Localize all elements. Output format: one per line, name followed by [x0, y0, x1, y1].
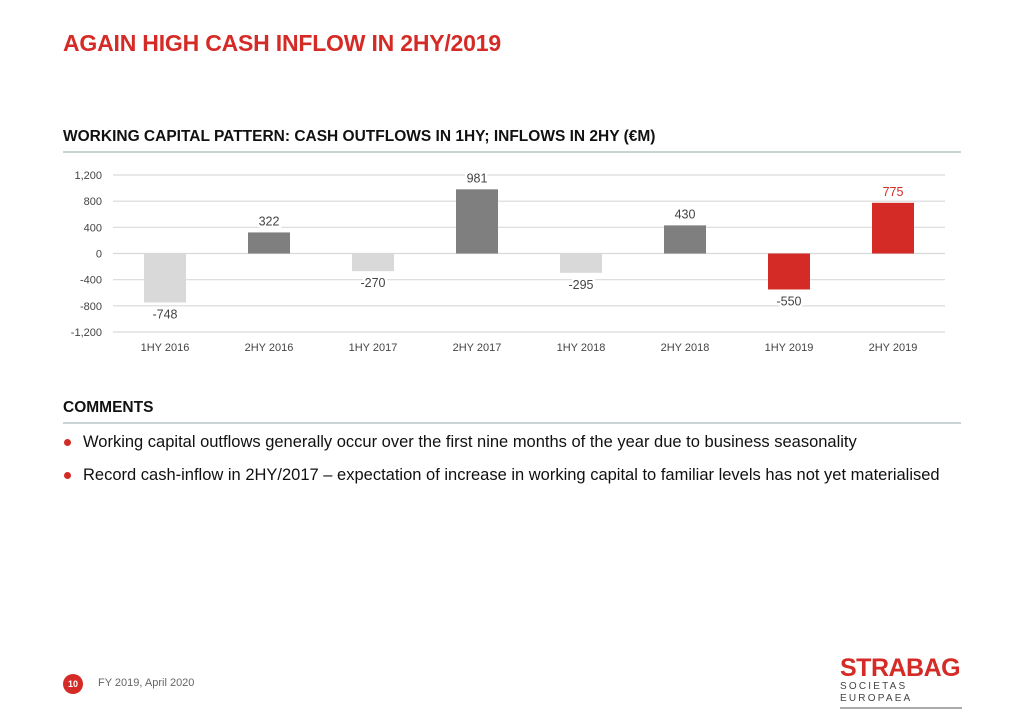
- data-label: -748: [152, 307, 177, 321]
- bar: [248, 232, 290, 254]
- y-tick-label: 400: [84, 222, 102, 234]
- data-label: -270: [360, 276, 385, 290]
- comments-list: Working capital outflows generally occur…: [63, 432, 963, 498]
- footer-text: FY 2019, April 2020: [98, 677, 195, 689]
- logo-subtitle: SOCIETAS EUROPAEA: [840, 681, 913, 704]
- y-tick-label: -800: [80, 301, 102, 313]
- x-tick-label: 1HY 2019: [765, 342, 814, 354]
- y-tick-label: -400: [80, 275, 102, 287]
- page-title: AGAIN HIGH CASH INFLOW IN 2HY/2019: [63, 30, 501, 56]
- working-capital-bar-chart: 1,200 800 400 0 -400 -800 -1,200 -748 322 -270 98…: [71, 169, 945, 354]
- chart-heading-divider: [63, 151, 961, 153]
- strabag-logo: STRABAG SOCIETAS EUROPAEA: [840, 655, 965, 709]
- y-tick-label: 1,200: [74, 170, 102, 182]
- bar: [144, 253, 186, 303]
- y-axis-ticks: 1,200 800 400 0 -400 -800 -1,200: [71, 170, 102, 339]
- y-tick-label: 0: [96, 249, 102, 261]
- x-tick-label: 2HY 2017: [453, 342, 502, 354]
- chart-heading: WORKING CAPITAL PATTERN: CASH OUTFLOWS I…: [63, 128, 656, 145]
- y-tick-label: -1,200: [71, 327, 102, 339]
- x-tick-label: 2HY 2018: [661, 342, 710, 354]
- bar: [664, 225, 706, 254]
- bar: [872, 202, 914, 254]
- x-tick-label: 1HY 2018: [557, 342, 606, 354]
- data-label: -550: [776, 294, 801, 308]
- grid-lines: [113, 174, 945, 333]
- comment-item: Working capital outflows generally occur…: [63, 432, 963, 453]
- data-label: 430: [675, 207, 696, 221]
- data-labels: -748 322 -270 981 -295 430 -550 775: [150, 169, 906, 324]
- x-tick-label: 1HY 2017: [349, 342, 398, 354]
- bar: [352, 253, 394, 272]
- data-label: 775: [883, 185, 904, 199]
- bar: [456, 189, 498, 254]
- bar: [560, 253, 602, 273]
- y-tick-label: 800: [84, 196, 102, 208]
- data-label: -295: [568, 278, 593, 292]
- bars: [144, 189, 914, 303]
- data-label: 322: [259, 214, 280, 228]
- comment-text: Working capital outflows generally occur…: [83, 433, 857, 451]
- x-axis-ticks: 1HY 2016 2HY 2016 1HY 2017 2HY 2017 1HY 2018…: [141, 342, 918, 354]
- x-tick-label: 1HY 2016: [141, 342, 190, 354]
- data-label: 981: [467, 171, 488, 185]
- x-tick-label: 2HY 2016: [245, 342, 294, 354]
- logo-underline: [840, 707, 962, 709]
- bar: [768, 253, 810, 290]
- x-tick-label: 2HY 2019: [869, 342, 918, 354]
- logo-wordmark: STRABAG: [840, 654, 961, 682]
- bullet-icon: [64, 472, 71, 479]
- bullet-icon: [64, 439, 71, 446]
- page-number-badge: 10: [63, 674, 83, 694]
- comments-heading: COMMENTS: [63, 399, 154, 416]
- comment-item: Record cash-inflow in 2HY/2017 – expecta…: [63, 465, 963, 486]
- comment-text: Record cash-inflow in 2HY/2017 – expecta…: [83, 466, 940, 484]
- comments-heading-divider: [63, 422, 961, 424]
